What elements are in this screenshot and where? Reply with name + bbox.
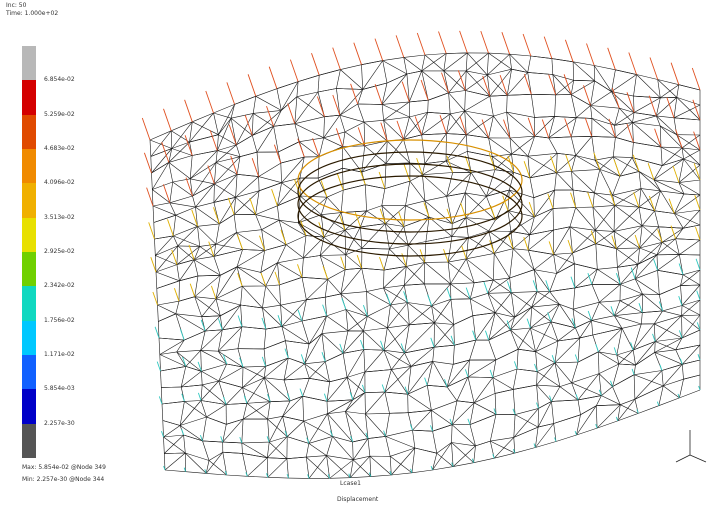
legend-label: 5.854e-03 xyxy=(44,385,75,393)
min-readout: Min: 2.257e-30 @Node 344 xyxy=(22,476,105,483)
load-case-label: Lcase1 xyxy=(340,480,361,487)
legend-colorbar xyxy=(22,46,36,458)
axis-triad-icon xyxy=(675,430,707,463)
legend-swatch xyxy=(22,183,36,218)
legend-label: 5.259e-02 xyxy=(44,110,75,118)
ring-feature xyxy=(297,139,523,257)
legend-label: 3.513e-02 xyxy=(44,213,75,221)
wireframe-mesh xyxy=(149,52,701,479)
time-label: Time: 1.000e+02 xyxy=(6,10,59,17)
result-type-label: Displacement xyxy=(337,496,379,503)
legend-label: 1.171e-02 xyxy=(44,351,75,358)
legend-swatch xyxy=(22,217,36,252)
legend-swatch xyxy=(22,149,36,184)
legend-label: 2.925e-02 xyxy=(44,248,75,255)
legend-label: 4.683e-02 xyxy=(44,145,75,152)
legend-swatch xyxy=(22,46,36,81)
legend-label: 4.096e-02 xyxy=(44,179,75,187)
legend-swatch xyxy=(22,320,36,355)
legend-swatch xyxy=(22,114,36,149)
legend-swatch xyxy=(22,286,36,321)
legend-label: 6.854e-02 xyxy=(44,76,75,84)
increment-label: Inc: 50 xyxy=(6,2,27,9)
legend-label: 2.257e-30 xyxy=(44,419,75,427)
header-info: Inc: 50 Time: 1.000e+02 xyxy=(6,2,58,18)
legend-swatch xyxy=(22,80,36,115)
legend-swatch xyxy=(22,389,36,424)
legend-swatch xyxy=(22,423,36,458)
legend-label: 2.342e-02 xyxy=(44,282,75,290)
legend-swatch xyxy=(22,355,36,390)
max-readout: Max: 5.854e-02 @Node 349 xyxy=(22,464,106,471)
displacement-vectors xyxy=(141,30,701,479)
legend-label: 1.756e-02 xyxy=(44,316,75,324)
legend-swatch xyxy=(22,252,36,287)
